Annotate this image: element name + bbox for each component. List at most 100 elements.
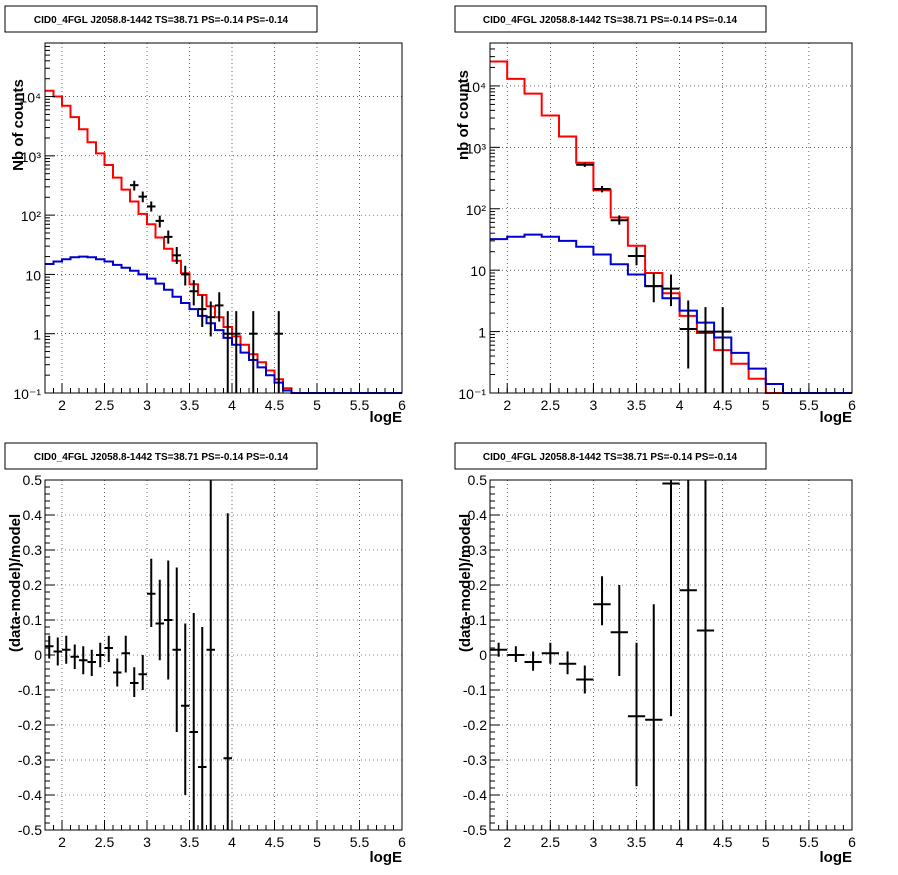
y-axis-title: Nb of counts [10, 79, 27, 171]
x-tick-label: 2.5 [95, 834, 115, 850]
data-point [189, 613, 198, 830]
x-tick-label: 3.5 [180, 397, 200, 413]
data-point [490, 642, 508, 657]
title-box [4, 442, 318, 470]
data-point [164, 230, 173, 244]
x-tick-label: 5.5 [799, 397, 819, 413]
data-point [206, 480, 215, 830]
data-point [223, 311, 232, 393]
data-point [662, 480, 680, 717]
y-tick-label: 10⁻¹ [458, 386, 486, 402]
data-point [181, 623, 190, 795]
x-tick-label: 2.5 [541, 397, 561, 413]
panel-title: CID0_4FGL J2058.8-1442 TS=38.71 PS=-0.14… [34, 15, 289, 26]
x-tick-label: 4.5 [713, 834, 733, 850]
x-tick-label: 3 [590, 397, 598, 413]
data-point [138, 655, 147, 690]
data-point [53, 637, 62, 666]
data-point [62, 635, 71, 664]
data-point [627, 246, 646, 266]
x-tick-label: 5 [762, 397, 770, 413]
data-point [610, 215, 628, 225]
x-tick-label: 2 [58, 397, 66, 413]
data-point [130, 180, 139, 191]
x-tick-label: 5 [313, 397, 321, 413]
y-tick-label: 0.5 [23, 472, 43, 488]
x-tick-label: 2 [503, 397, 511, 413]
y-tick-label: -0.1 [463, 682, 487, 698]
x-tick-label: 6 [398, 834, 406, 850]
data-point [113, 658, 122, 687]
y-tick-label: 10⁴ [19, 90, 41, 106]
data-point [121, 635, 130, 673]
y-axis-title: (data-model)/model [457, 514, 474, 652]
data-point [96, 642, 105, 668]
data-point [206, 301, 215, 337]
data-point [610, 585, 628, 676]
panel-residuals-right: CID0_4FGL J2058.8-1442 TS=38.71 PS=-0.14… [454, 442, 856, 866]
data-point [164, 560, 173, 680]
x-tick-label: 3.5 [180, 834, 200, 850]
histogram-series-source_model [490, 233, 852, 394]
data-point [679, 300, 697, 369]
y-tick-label: 0.3 [468, 542, 488, 558]
y-tick-label: 1 [33, 327, 41, 343]
x-tick-label: 4 [676, 397, 684, 413]
data-point [524, 651, 542, 671]
y-tick-label: 0.1 [23, 612, 43, 628]
y-tick-label: -0.1 [18, 682, 42, 698]
data-point [274, 311, 283, 393]
y-tick-label: 10⁴ [464, 79, 486, 95]
panel-counts-left: CID0_4FGL J2058.8-1442 TS=38.71 PS=-0.14… [4, 5, 406, 426]
x-tick-label: 4 [228, 397, 236, 413]
data-point [696, 307, 715, 393]
y-tick-label: 0.3 [23, 542, 43, 558]
data-point [172, 567, 181, 732]
data-point [249, 311, 258, 393]
y-tick-label: -0.5 [463, 822, 487, 838]
data-point [645, 604, 663, 830]
title-box [454, 442, 767, 470]
data-point [147, 201, 156, 212]
data-point [181, 265, 190, 286]
y-tick-label: 0 [34, 647, 42, 663]
data-point [87, 649, 96, 676]
x-tick-label: 3.5 [627, 834, 647, 850]
x-tick-label: 4.5 [713, 397, 733, 413]
y-tick-label: -0.2 [18, 717, 42, 733]
data-point [576, 665, 594, 694]
data-point [627, 642, 646, 787]
x-tick-label: 4 [228, 834, 236, 850]
x-tick-label: 6 [848, 834, 856, 850]
data-point [79, 646, 88, 675]
x-tick-label: 4.5 [265, 397, 285, 413]
x-tick-label: 5 [762, 834, 770, 850]
y-tick-label: 0.1 [468, 612, 488, 628]
data-point [198, 627, 207, 830]
x-tick-label: 5.5 [799, 834, 819, 850]
x-tick-label: 6 [848, 397, 856, 413]
x-tick-label: 3 [143, 397, 151, 413]
data-point [130, 667, 139, 697]
data-point [696, 480, 715, 830]
x-axis-title: logE [820, 849, 853, 866]
data-point [679, 480, 697, 830]
data-point [232, 311, 241, 393]
x-tick-label: 2 [58, 834, 66, 850]
x-axis-title: logE [820, 409, 853, 426]
x-tick-label: 2.5 [95, 397, 115, 413]
x-tick-label: 6 [398, 397, 406, 413]
y-axis-title: (data-model)/model [7, 514, 24, 652]
x-tick-label: 2.5 [541, 834, 561, 850]
data-point [662, 274, 680, 307]
x-tick-label: 5 [313, 834, 321, 850]
y-tick-label: -0.3 [18, 752, 42, 768]
y-tick-label: 10² [466, 202, 487, 218]
panel-title: CID0_4FGL J2058.8-1442 TS=38.71 PS=-0.14… [483, 452, 738, 463]
x-axis-title: logE [370, 409, 403, 426]
y-tick-label: 1 [478, 325, 486, 341]
data-point [138, 191, 147, 203]
data-point [198, 294, 207, 327]
y-tick-label: 0.2 [23, 577, 43, 593]
x-tick-label: 4 [676, 834, 684, 850]
